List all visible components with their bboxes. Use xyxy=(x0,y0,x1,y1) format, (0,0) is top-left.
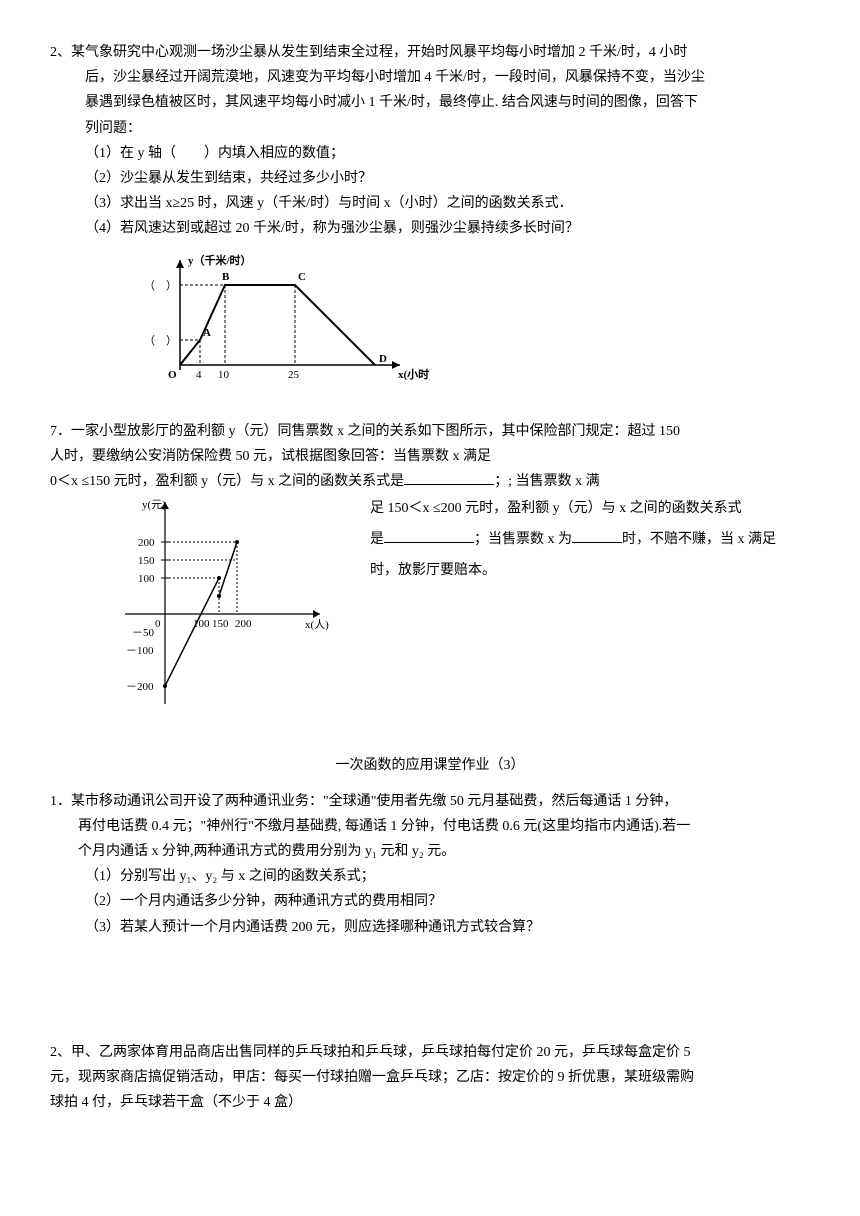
q2-pD: D xyxy=(379,353,387,365)
q2-l3: 暴遇到绿色植被区时，其风速平均每小时减小 1 千米/时，最终停止. 结合风速与时… xyxy=(85,95,698,110)
q2-s4: （4）若风速达到或超过 20 千米/时，称为强沙尘暴，则强沙尘暴持续多长时间？ xyxy=(50,216,810,241)
q7-x200: 200 xyxy=(235,618,252,630)
q7-y150: 150 xyxy=(138,555,155,567)
q7-chart: y(元) x(人) 0 200 150 100 －50 －100 －200 10… xyxy=(110,494,340,723)
q7-y200: 200 xyxy=(138,537,155,549)
q2-paren2: （ ） xyxy=(144,334,177,347)
q7-ym50: －50 xyxy=(132,627,154,639)
q1-l3-wrap: 个月内通话 x 分钟,两种通讯方式的费用分别为 y₁ 元和 y₂ 元。 xyxy=(50,839,810,864)
q1-l1-wrap: 1．某市移动通讯公司开设了两种通讯业务："全球通"使用者先缴 50 元月基础费，… xyxy=(50,789,810,814)
q2b-number: 2、 xyxy=(50,1045,71,1060)
q2-l3-wrap: 暴遇到绿色植被区时，其风速平均每小时减小 1 千米/时，最终停止. 结合风速与时… xyxy=(50,90,810,115)
q7-x150: 150 xyxy=(212,618,229,630)
q2-ylabel: y（千米/时） xyxy=(188,253,252,267)
q2b-l3: 球拍 4 付，乒乓球若干盒（不少于 4 盒） xyxy=(50,1095,302,1110)
q2b-l1-wrap: 2、甲、乙两家体育用品商店出售同样的乒乓球拍和乒乓球，乒乓球拍每付定价 20 元… xyxy=(50,1040,810,1065)
q1-number: 1． xyxy=(50,794,71,809)
q1-l2: 再付电话费 0.4 元；"神州行"不缴月基础费, 每通话 1 分钟，付电话费 0… xyxy=(78,819,690,834)
q2b-l1: 甲、乙两家体育用品商店出售同样的乒乓球拍和乒乓球，乒乓球拍每付定价 20 元，乒… xyxy=(71,1045,691,1060)
q7-l1: 一家小型放影厅的盈利额 y（元）同售票数 x 之间的关系如下图所示，其中保险部门… xyxy=(71,424,680,439)
q2-l2-wrap: 后，沙尘暴经过开阔荒漠地，风速变为平均每小时增加 4 千米/时，一段时间，风暴保… xyxy=(50,65,810,90)
q7-layout: y(元) x(人) 0 200 150 100 －50 －100 －200 10… xyxy=(50,494,810,723)
q7-l3-wrap: 0＜x ≤150 元时，盈利额 y（元）与 x 之间的函数关系式是 ；; 当售票数… xyxy=(50,469,810,494)
q1-s1: （1）分别写出 y₁、y₂ 与 x 之间的函数关系式； xyxy=(50,864,810,889)
q2b-l2-wrap: 元，现两家商店搞促销活动，甲店：每买一付球拍赠一盒乒乓球；乙店：按定价的 9 折… xyxy=(50,1065,810,1090)
q2-l4: 列问题： xyxy=(85,121,141,136)
q2b-l3-wrap: 球拍 4 付，乒乓球若干盒（不少于 4 盒） xyxy=(50,1090,810,1115)
q2-pA: A xyxy=(203,327,211,339)
q7-y100: 100 xyxy=(138,573,155,585)
q2-s2: （2）沙尘暴从发生到结束，共经过多少小时？ xyxy=(50,166,810,191)
problem-7: 7．一家小型放影厅的盈利额 y（元）同售票数 x 之间的关系如下图所示，其中保险… xyxy=(50,419,810,724)
q2-xlabel: x(小时) xyxy=(398,367,430,381)
q1-l1: 某市移动通讯公司开设了两种通讯业务："全球通"使用者先缴 50 元月基础费，然后… xyxy=(71,794,677,809)
q1-s3: （3）若某人预计一个月内通话费 200 元，则应选择哪种通讯方式较合算？ xyxy=(50,915,810,940)
q7-ylabel: y(元) xyxy=(142,499,166,511)
q7-ym200: －200 xyxy=(126,681,154,693)
q2-body: 2、某气象研究中心观测一场沙尘暴从发生到结束全过程，开始时风暴平均每小时增加 2… xyxy=(50,40,810,65)
q2-paren1: （ ） xyxy=(144,279,177,292)
q7-r3: 时，放影厅要赔本。 xyxy=(370,556,810,587)
q7-l2: 人时，要缴纳公安消防保险费 50 元，试根据图象回答：当售票数 x 满足 xyxy=(50,449,491,464)
q7-l3b: ；; 当售票数 x 满 xyxy=(494,474,599,489)
q7-chart-svg: y(元) x(人) 0 200 150 100 －50 －100 －200 10… xyxy=(110,494,340,714)
q2-xt25: 25 xyxy=(288,369,300,381)
q7-blank2 xyxy=(384,528,474,543)
q7-r1: 足 150＜x ≤200 元时，盈利额 y（元）与 x 之间的函数关系式 xyxy=(370,494,810,525)
q7-r2b: ；当售票数 x 为 xyxy=(474,532,572,547)
q7-blank1 xyxy=(404,470,494,485)
problem-1: 1．某市移动通讯公司开设了两种通讯业务："全球通"使用者先缴 50 元月基础费，… xyxy=(50,789,810,940)
q1-s2: （2）一个月内通话多少分钟，两种通讯方式的费用相同？ xyxy=(50,889,810,914)
q2-chart: y（千米/时） x(小时) O （ ） （ ） 4 10 25 A B xyxy=(130,250,810,399)
q2-l2: 后，沙尘暴经过开阔荒漠地，风速变为平均每小时增加 4 千米/时，一段时间，风暴保… xyxy=(85,70,705,85)
q7-o: 0 xyxy=(155,618,161,630)
section3-title: 一次函数的应用课堂作业（3） xyxy=(50,753,810,778)
q2-xt10: 10 xyxy=(218,369,230,381)
q7-number: 7． xyxy=(50,424,71,439)
q2-pB: B xyxy=(222,271,230,283)
q2-s1: （1）在 y 轴（ ）内填入相应的数值； xyxy=(50,141,810,166)
spacer xyxy=(50,960,810,1040)
q2-chart-svg: y（千米/时） x(小时) O （ ） （ ） 4 10 25 A B xyxy=(130,250,430,390)
q2-pC: C xyxy=(298,271,306,283)
q7-xlabel: x(人) xyxy=(305,618,329,631)
q2-o: O xyxy=(168,369,177,381)
q1-l2-wrap: 再付电话费 0.4 元；"神州行"不缴月基础费, 每通话 1 分钟，付电话费 0… xyxy=(50,814,810,839)
q2-l4-wrap: 列问题： xyxy=(50,116,810,141)
problem-2: 2、某气象研究中心观测一场沙尘暴从发生到结束全过程，开始时风暴平均每小时增加 2… xyxy=(50,40,810,399)
q2-l1: 某气象研究中心观测一场沙尘暴从发生到结束全过程，开始时风暴平均每小时增加 2 千… xyxy=(71,45,687,60)
q7-right-text: 足 150＜x ≤200 元时，盈利额 y（元）与 x 之间的函数关系式 是 ；当… xyxy=(370,494,810,586)
q2-xt4: 4 xyxy=(196,369,202,381)
q7-blank3 xyxy=(572,528,622,543)
q2b-l2: 元，现两家商店搞促销活动，甲店：每买一付球拍赠一盒乒乓球；乙店：按定价的 9 折… xyxy=(50,1070,694,1085)
q2-s3: （3）求出当 x≥25 时，风速 y（千米/时）与时间 x（小时）之间的函数关系… xyxy=(50,191,810,216)
q7-l2-wrap: 人时，要缴纳公安消防保险费 50 元，试根据图象回答：当售票数 x 满足 xyxy=(50,444,810,469)
q7-ym100: －100 xyxy=(126,645,154,657)
q7-r2-wrap: 是 ；当售票数 x 为 时，不赔不赚，当 x 满足 xyxy=(370,525,810,556)
q7-l1-wrap: 7．一家小型放影厅的盈利额 y（元）同售票数 x 之间的关系如下图所示，其中保险… xyxy=(50,419,810,444)
q7-l3a: 0＜x ≤150 元时，盈利额 y（元）与 x 之间的函数关系式是 xyxy=(50,474,404,489)
q1-l3: 个月内通话 x 分钟,两种通讯方式的费用分别为 y₁ 元和 y₂ 元。 xyxy=(78,844,455,859)
problem-2b: 2、甲、乙两家体育用品商店出售同样的乒乓球拍和乒乓球，乒乓球拍每付定价 20 元… xyxy=(50,1040,810,1116)
q2-number: 2、 xyxy=(50,45,71,60)
q7-r2c: 时，不赔不赚，当 x 满足 xyxy=(622,532,776,547)
q7-r2a: 是 xyxy=(370,532,384,547)
